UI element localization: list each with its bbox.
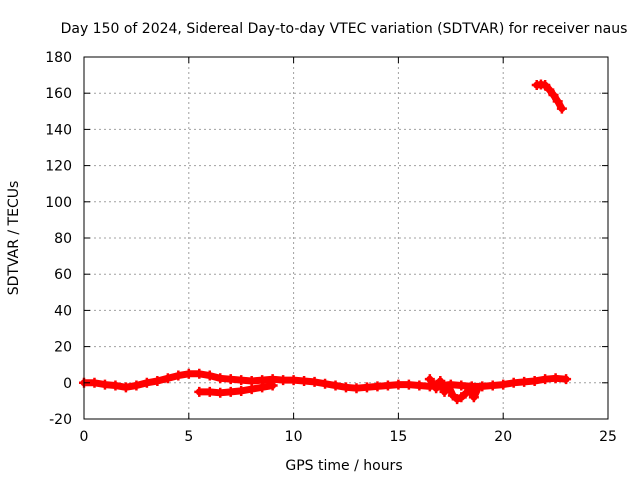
y-tick-label-8: 140 (45, 122, 72, 138)
sdtvar-scatter-cluster-point-0 (424, 374, 435, 385)
x-tick-label-2: 10 (285, 429, 303, 445)
sdtvar-lower-arc-point-7 (267, 380, 278, 391)
y-tick-label-4: 60 (54, 267, 72, 283)
sdtvar-main-point-26 (351, 383, 362, 394)
sdtvar-main-point-13 (215, 373, 226, 384)
y-tick-label-1: 0 (63, 376, 72, 392)
chart-title: Day 150 of 2024, Sidereal Day-to-day VTE… (61, 21, 628, 37)
y-tick-label-5: 80 (54, 231, 72, 247)
tick-layer: 0 5 10 15 20 25 -20 0 20 40 60 80 100 120 140 160 180 (45, 50, 617, 445)
sdtvar-main-point-19 (278, 375, 289, 386)
sdtvar-main-point-39 (487, 380, 498, 391)
sdtvar-lower-arc-point-6 (257, 382, 268, 393)
x-tick-label-1: 5 (184, 429, 193, 445)
sdtvar-main-point-36 (456, 380, 467, 391)
sdtvar-main-point-30 (393, 379, 404, 390)
y-tick-label-0: -20 (49, 412, 72, 428)
sdtvar-main-point-27 (361, 382, 372, 393)
sdtvar-main-point-23 (320, 378, 331, 389)
sdtvar-main-point-5 (131, 380, 142, 391)
sdtvar-main-point-2 (99, 379, 110, 390)
sdtvar-main-point-11 (194, 368, 205, 379)
y-tick-label-2: 20 (54, 340, 72, 356)
y-tick-label-10: 180 (45, 50, 72, 66)
y-axis-label: SDTVAR / TECUs (6, 181, 22, 296)
sdtvar-main-point-3 (110, 380, 121, 391)
sdtvar-lower-arc-point-4 (236, 385, 247, 396)
sdtvar-scatter-cluster-point-10 (468, 392, 479, 403)
sdtvar-main-point-41 (508, 377, 519, 388)
sdtvar-main-point-24 (330, 380, 341, 391)
sdtvar-main-point-32 (414, 380, 425, 391)
sdtvar-high-arc-point-6 (556, 103, 567, 114)
sdtvar-main-point-10 (183, 368, 194, 379)
y-tick-label-7: 120 (45, 159, 72, 175)
y-tick-label-3: 40 (54, 303, 72, 319)
sdtvar-main-point-28 (372, 381, 383, 392)
sdtvar-main-point-31 (403, 379, 414, 390)
sdtvar-main-point-44 (540, 374, 551, 385)
sdtvar-lower-arc-point-0 (194, 386, 205, 397)
sdtvar-main-point-15 (236, 375, 247, 386)
sdtvar-lower-arc-point-2 (215, 387, 226, 398)
sdtvar-main-point-22 (309, 376, 320, 387)
sdtvar-scatter-cluster-point-4 (443, 381, 454, 392)
sdtvar-scatter-cluster-point-11 (473, 383, 484, 394)
sdtvar-main-point-7 (152, 375, 163, 386)
sdtvar-main-point-45 (550, 373, 561, 384)
sdtvar-main-point-40 (498, 379, 509, 390)
sdtvar-scatter-cluster-point-1 (431, 383, 442, 394)
sdtvar-lower-arc-point-3 (225, 386, 236, 397)
sdtvar-main-point-20 (288, 375, 299, 386)
x-tick-label-5: 25 (599, 429, 617, 445)
sdtvar-main-point-1 (89, 377, 100, 388)
sdtvar-scatter-cluster-point-3 (439, 386, 450, 397)
y-tick-label-9: 160 (45, 86, 72, 102)
sdtvar-lower-arc-point-1 (204, 386, 215, 397)
sdtvar-main-point-46 (561, 374, 572, 385)
sdtvar-main-point-29 (382, 380, 393, 391)
sdtvar-main-point-9 (173, 370, 184, 381)
sdtvar-high-arc-point-3 (544, 84, 555, 95)
sdtvar-main-point-4 (120, 382, 131, 393)
sdtvar-main-point-25 (341, 382, 351, 393)
sdtvar-main-point-21 (299, 375, 310, 386)
series-layer (79, 79, 572, 405)
sdtvar-main-point-8 (162, 373, 173, 384)
sdtvar-scatter-cluster-point-9 (464, 385, 475, 396)
sdtvar-main-point-42 (519, 376, 530, 387)
x-tick-label-0: 0 (80, 429, 89, 445)
sdtvar-main-point-6 (141, 377, 152, 388)
sdtvar-main-point-43 (529, 375, 540, 386)
sdtvar-scatter-cluster-point-2 (435, 375, 446, 386)
y-tick-label-6: 100 (45, 195, 72, 211)
sdtvar-high-arc-point-4 (548, 90, 559, 101)
x-tick-label-3: 15 (389, 429, 407, 445)
sdtvar-main-point-12 (204, 370, 215, 381)
sdtvar-high-arc-point-5 (552, 96, 563, 107)
sdtvar-lower-arc-point-5 (246, 384, 257, 395)
x-tick-label-4: 20 (494, 429, 512, 445)
sdtvar-main-point-14 (225, 374, 236, 385)
x-axis-label: GPS time / hours (285, 458, 402, 474)
